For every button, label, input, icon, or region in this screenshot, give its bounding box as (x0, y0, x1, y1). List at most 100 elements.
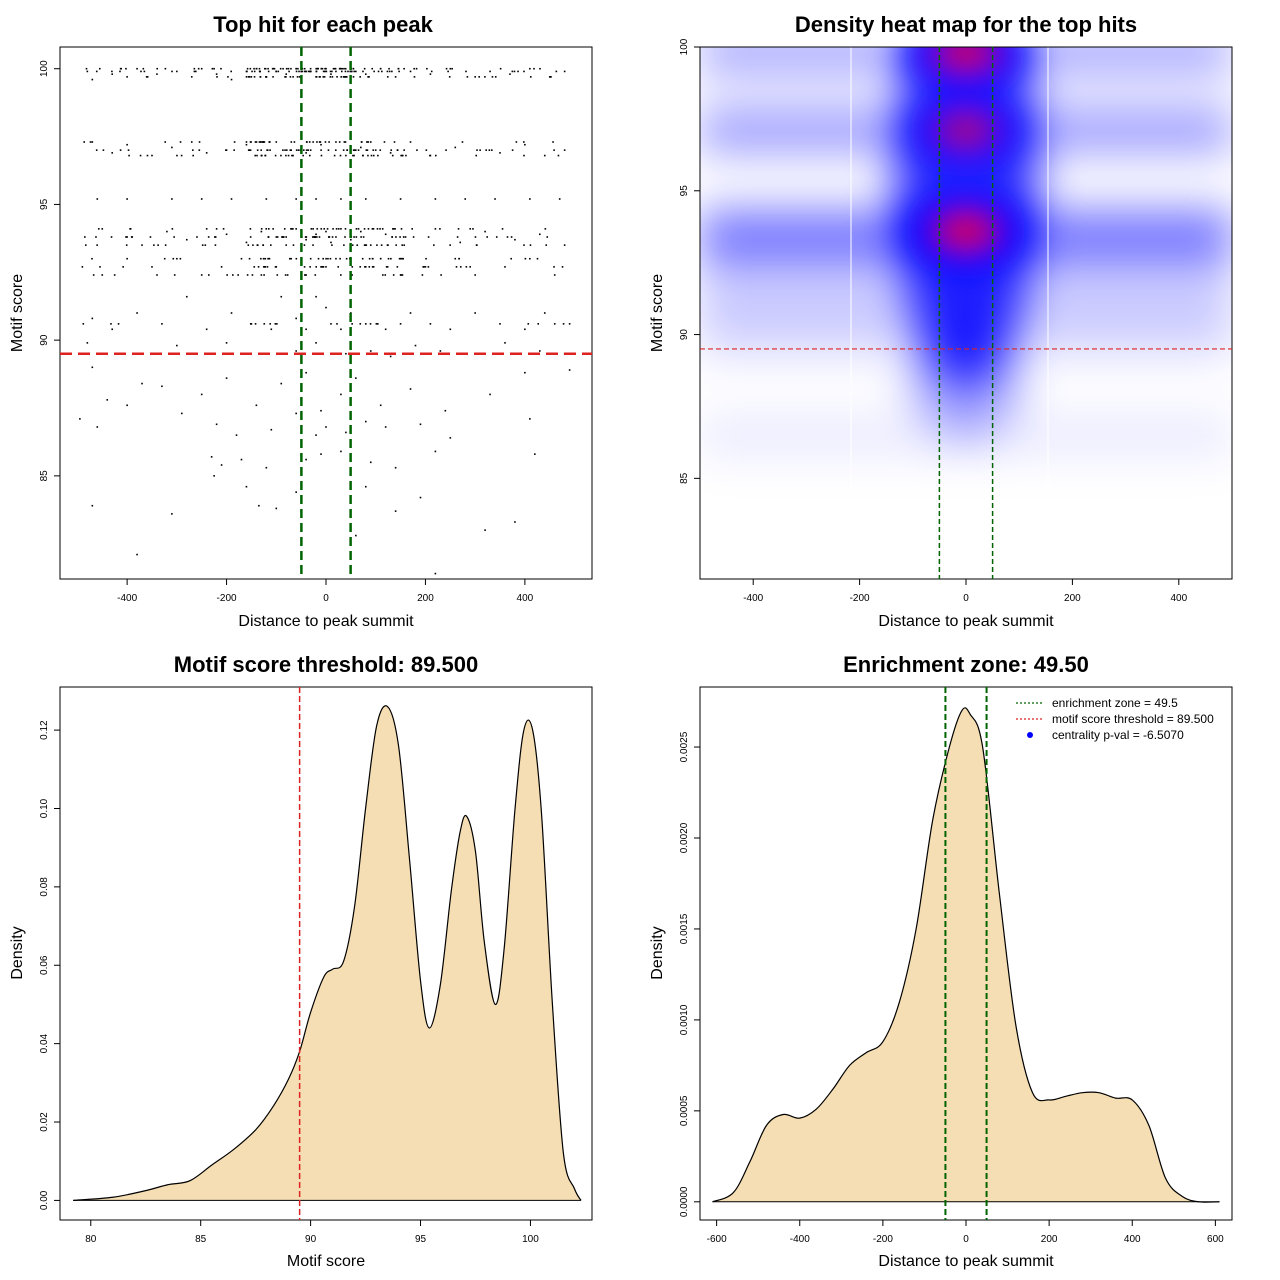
data-point (322, 257, 324, 260)
data-point (295, 350, 297, 352)
x-axis: -600 -400 -200 0 200 400 600 (707, 1220, 1224, 1245)
data-point (343, 76, 346, 78)
data-point (225, 342, 228, 344)
data-point (255, 67, 258, 70)
data-point (240, 257, 243, 260)
data-point (297, 149, 300, 151)
data-point (246, 70, 248, 73)
data-point (434, 450, 437, 453)
data-point (305, 236, 308, 238)
data-point (176, 154, 178, 157)
data-point (300, 70, 303, 73)
data-point (126, 76, 128, 78)
data-point (126, 198, 128, 200)
data-point (321, 67, 324, 70)
data-point (290, 257, 292, 260)
x-axis-label: Distance to peak summit (878, 1253, 1054, 1270)
data-point (312, 141, 314, 143)
data-point (264, 67, 266, 70)
data-point (429, 154, 431, 157)
data-point (200, 67, 203, 70)
data-point (377, 70, 380, 73)
data-point (249, 149, 252, 151)
data-point (96, 244, 98, 246)
data-point (139, 154, 142, 157)
data-point (314, 274, 317, 276)
data-point (320, 453, 322, 455)
data-point (225, 149, 227, 151)
data-point (129, 228, 132, 230)
data-point (340, 450, 342, 453)
data-point (156, 274, 158, 276)
data-point (451, 67, 453, 70)
data-point (245, 76, 248, 78)
data-point (260, 141, 262, 143)
data-point (237, 274, 239, 276)
data-point (352, 154, 354, 157)
data-point (301, 70, 304, 73)
data-point (360, 236, 362, 238)
x-axis-label: Motif score (287, 1253, 365, 1270)
data-point (315, 67, 317, 70)
data-point (362, 70, 364, 73)
data-point (344, 236, 346, 238)
data-point (458, 257, 460, 260)
data-point (369, 244, 372, 246)
data-point (208, 274, 210, 276)
data-point (336, 323, 338, 325)
data-point (439, 228, 441, 230)
data-point (266, 266, 269, 268)
data-point (318, 76, 321, 78)
data-point (245, 485, 248, 488)
data-point (355, 228, 358, 230)
data-point (303, 244, 306, 246)
data-point (429, 323, 432, 325)
data-point (292, 228, 294, 230)
data-point (395, 244, 397, 246)
data-point (204, 244, 207, 246)
y-tick-label: 85 (39, 470, 50, 482)
data-point (256, 149, 259, 151)
data-point (434, 228, 437, 230)
data-point (412, 236, 415, 238)
data-point (445, 149, 447, 151)
data-point (511, 149, 514, 151)
data-point (290, 149, 292, 151)
data-point (315, 434, 317, 436)
data-point (381, 228, 384, 230)
data-point (292, 154, 294, 157)
data-point (307, 70, 310, 73)
data-point (388, 70, 391, 73)
data-point (127, 149, 130, 151)
data-point (350, 70, 353, 73)
data-point (89, 141, 92, 143)
data-point (274, 154, 277, 157)
data-point (305, 458, 307, 461)
data-point (258, 67, 261, 70)
data-point (230, 198, 233, 200)
data-point (365, 244, 368, 246)
data-point (371, 266, 374, 268)
data-point (91, 257, 93, 260)
data-point (226, 274, 228, 276)
data-point (273, 67, 276, 70)
data-point (340, 70, 343, 73)
data-point (245, 241, 248, 244)
data-point (553, 266, 555, 268)
data-point (353, 154, 355, 157)
data-point (548, 76, 551, 78)
data-point (362, 154, 364, 157)
data-point (375, 323, 378, 325)
data-point (422, 266, 425, 268)
reference-lines (60, 47, 592, 579)
data-point (256, 154, 258, 157)
data-point (379, 404, 382, 407)
data-point (396, 266, 399, 268)
data-point (215, 228, 218, 230)
data-point (163, 257, 166, 260)
data-point (214, 236, 216, 238)
data-point (491, 149, 493, 151)
data-point (395, 236, 397, 238)
data-point (249, 236, 252, 238)
data-point (252, 244, 254, 246)
